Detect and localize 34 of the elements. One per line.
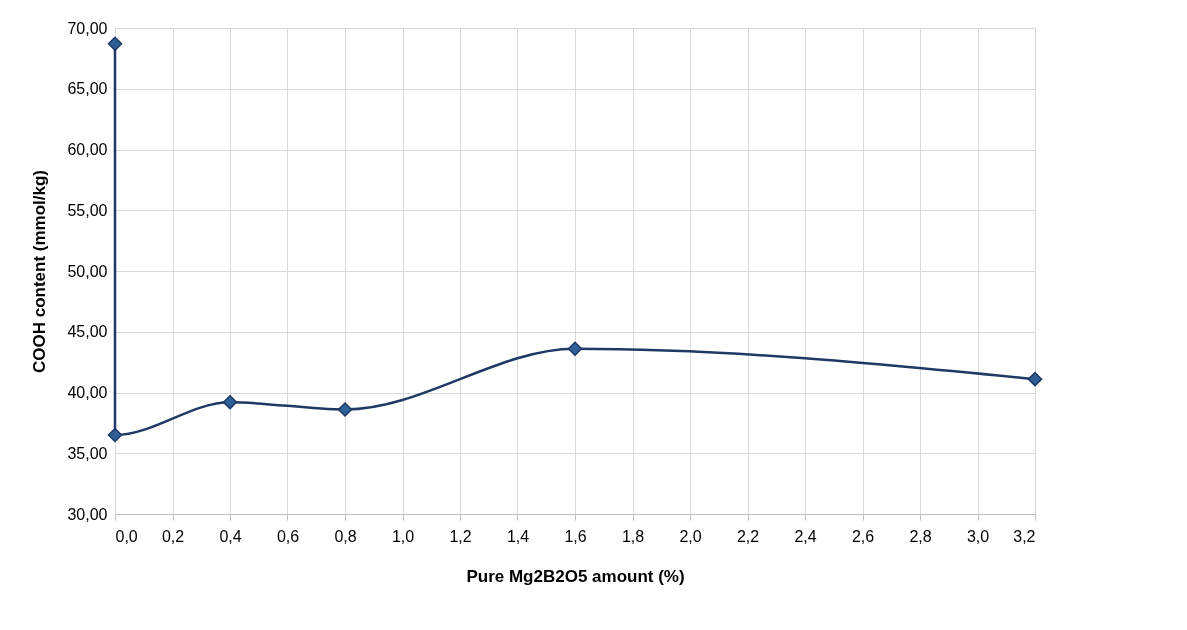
x-tick-label: 3,0 (966, 527, 990, 545)
x-tick-label: 1,0 (391, 527, 415, 545)
y-tick-label: 45,00 (67, 323, 108, 341)
point (107, 427, 123, 443)
x-tick-label: 1,2 (449, 527, 472, 545)
point (1027, 371, 1043, 387)
y-tick-label: 35,00 (67, 444, 108, 462)
x-tick-label: 3,2 (1013, 527, 1036, 545)
y-tick-label: 60,00 (67, 141, 108, 158)
y-tick-label: 40,00 (67, 384, 108, 401)
x-tick-label: 0,8 (334, 527, 357, 545)
x-tick-label: 0,6 (276, 527, 300, 545)
x-tick-label: 1,8 (621, 527, 645, 545)
y-tick-label: 30,00 (67, 505, 108, 523)
x-tick-label: 0,4 (219, 527, 242, 545)
x-tick-label: 2,4 (794, 527, 817, 545)
x-tick-label: 1,6 (564, 527, 587, 545)
y-tick-label: 50,00 (67, 262, 108, 280)
x-tick-label: 1,4 (506, 527, 530, 545)
x-tick-label: 2,8 (909, 527, 932, 545)
y-axis-title: COOH content (mmol/kg) (30, 169, 50, 374)
y-tick-label: 70,00 (67, 19, 108, 37)
y-tick-label: 55,00 (67, 201, 108, 219)
x-axis-title: Pure Mg2B2O5 amount (%) (466, 566, 685, 586)
point (222, 394, 238, 410)
point (567, 341, 583, 357)
point (337, 402, 353, 417)
x-tick-label: 2,6 (851, 527, 875, 545)
x-tick-label: 0,0 (115, 527, 138, 545)
x-tick-label: 2,2 (736, 527, 760, 545)
x-tick-label: 2,0 (679, 527, 702, 545)
x-tick-label: 0,2 (161, 527, 185, 545)
point (107, 36, 123, 52)
y-tick-label: 65,00 (67, 80, 108, 98)
